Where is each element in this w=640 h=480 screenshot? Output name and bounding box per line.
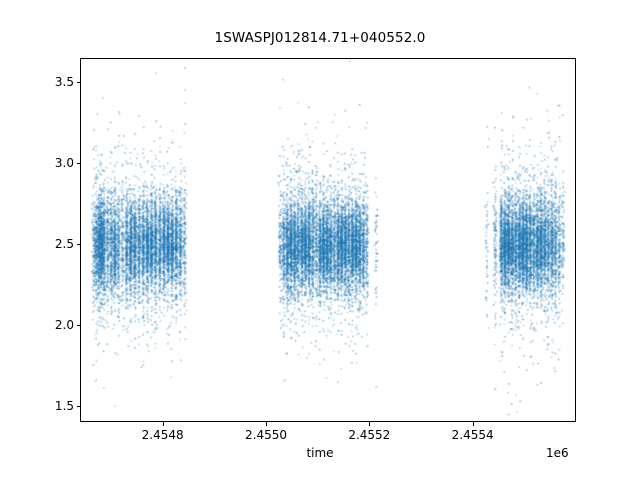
y-tick-mark bbox=[76, 405, 80, 407]
y-tick-mark bbox=[76, 163, 80, 165]
x-axis-offset-text: 1e6 bbox=[546, 446, 569, 460]
y-axis-label: flux bbox=[0, 0, 18, 78]
x-tick-label: 2.4554 bbox=[451, 428, 494, 442]
x-axis-label-text: time bbox=[306, 446, 334, 460]
plot-axes bbox=[80, 58, 576, 422]
x-tick-label: 2.4548 bbox=[141, 428, 184, 442]
x-tick-label: 2.4552 bbox=[348, 428, 391, 442]
x-tick-mark bbox=[266, 422, 268, 426]
scatter-points-canvas bbox=[81, 59, 575, 421]
y-tick-mark bbox=[76, 82, 80, 84]
x-tick-mark bbox=[162, 422, 164, 426]
y-tick-label: 3.0 bbox=[54, 156, 74, 171]
y-tick-label: 2.5 bbox=[54, 237, 74, 252]
y-tick-label: 3.5 bbox=[54, 75, 74, 90]
y-tick-mark bbox=[76, 324, 80, 326]
page-title: 1SWASPJ012814.71+040552.0 bbox=[214, 30, 426, 46]
x-tick-mark bbox=[472, 422, 474, 426]
x-axis-label: time bbox=[0, 446, 640, 460]
y-tick-mark bbox=[76, 244, 80, 246]
y-tick-label: 2.0 bbox=[54, 317, 74, 332]
x-tick-mark bbox=[369, 422, 371, 426]
x-tick-label: 2.4550 bbox=[245, 428, 287, 442]
y-axis-label-text: flux bbox=[0, 0, 12, 78]
y-tick-label: 1.5 bbox=[54, 398, 74, 413]
